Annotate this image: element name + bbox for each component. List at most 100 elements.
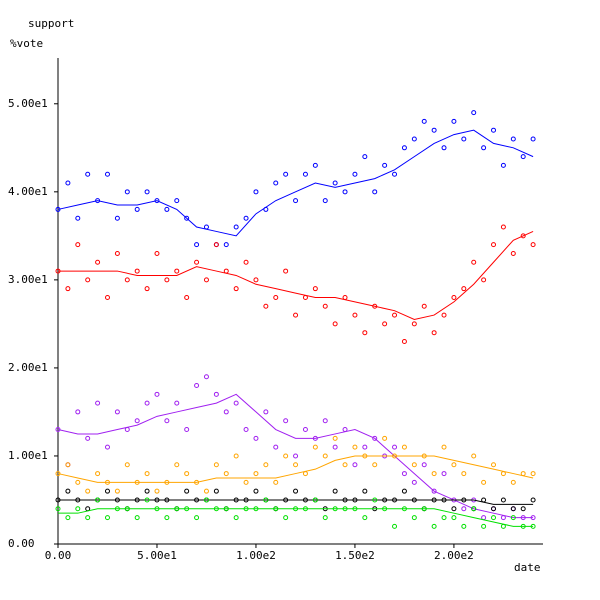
data-point	[144, 286, 150, 292]
smooth-line	[58, 508, 534, 527]
data-point	[134, 515, 140, 521]
data-point	[332, 435, 338, 441]
data-point	[530, 136, 536, 142]
data-point	[392, 312, 398, 318]
data-point	[75, 506, 81, 512]
data-point	[352, 312, 358, 318]
data-point	[481, 523, 487, 529]
data-point	[441, 312, 447, 318]
data-point	[174, 268, 180, 274]
data-point	[322, 303, 328, 309]
data-point	[154, 391, 160, 397]
data-point	[263, 462, 269, 468]
data-point	[283, 171, 289, 177]
data-point	[203, 277, 209, 283]
data-point	[500, 162, 506, 168]
data-point	[352, 444, 358, 450]
data-point	[65, 462, 71, 468]
smooth-line	[58, 230, 534, 321]
data-point	[263, 497, 269, 503]
data-point	[441, 145, 447, 151]
data-point	[223, 242, 229, 248]
data-point	[471, 110, 477, 116]
data-point	[332, 444, 338, 450]
data-point	[421, 303, 427, 309]
data-point	[431, 523, 437, 529]
smooth-line	[58, 499, 534, 505]
data-point	[392, 444, 398, 450]
data-point	[312, 162, 318, 168]
data-point	[184, 427, 190, 433]
data-point	[342, 462, 348, 468]
data-point	[500, 224, 506, 230]
data-point	[104, 444, 110, 450]
data-point	[332, 488, 338, 494]
data-point	[233, 515, 239, 521]
data-point	[293, 462, 299, 468]
data-point	[362, 154, 368, 160]
data-point	[520, 154, 526, 160]
data-point	[491, 127, 497, 133]
smooth-line	[57, 455, 534, 483]
data-point	[451, 118, 457, 124]
data-point	[233, 453, 239, 459]
data-point	[530, 471, 536, 477]
data-point	[441, 515, 447, 521]
data-point	[401, 145, 407, 151]
data-point	[372, 497, 378, 503]
y-tick-label: 5.00e1	[8, 97, 48, 110]
data-point	[104, 294, 110, 300]
data-point	[491, 506, 497, 512]
data-point	[481, 479, 487, 485]
data-point	[491, 462, 497, 468]
data-point	[223, 409, 229, 415]
x-tick-label: 0.00	[45, 549, 72, 562]
data-point	[65, 286, 71, 292]
data-point	[322, 515, 328, 521]
data-point	[342, 189, 348, 195]
x-axis-label: date	[514, 561, 541, 574]
data-point	[154, 250, 160, 256]
data-point	[362, 444, 368, 450]
data-point	[184, 215, 190, 221]
data-point	[461, 506, 467, 512]
data-point	[471, 453, 477, 459]
data-point	[253, 435, 259, 441]
data-point	[85, 277, 91, 283]
data-point	[104, 488, 110, 494]
data-point	[184, 471, 190, 477]
data-point	[114, 215, 120, 221]
data-point	[75, 479, 81, 485]
data-point	[124, 277, 130, 283]
data-point	[431, 127, 437, 133]
data-point	[144, 189, 150, 195]
data-point	[164, 515, 170, 521]
data-point	[510, 515, 516, 521]
data-point	[421, 462, 427, 468]
data-point	[451, 506, 457, 512]
data-point	[164, 418, 170, 424]
y-tick-label: 3.00e1	[8, 273, 48, 286]
data-point	[134, 418, 140, 424]
data-point	[95, 400, 101, 406]
data-point	[273, 180, 279, 186]
data-point	[75, 215, 81, 221]
data-point	[253, 471, 259, 477]
data-point	[174, 462, 180, 468]
data-point	[352, 462, 358, 468]
data-point	[372, 462, 378, 468]
data-point	[411, 321, 417, 327]
data-point	[95, 259, 101, 265]
data-point	[500, 497, 506, 503]
data-point	[233, 286, 239, 292]
data-point	[164, 277, 170, 283]
data-point	[411, 479, 417, 485]
y-tick-label: 4.00e1	[8, 185, 48, 198]
data-point	[332, 180, 338, 186]
data-point	[312, 286, 318, 292]
data-point	[362, 515, 368, 521]
data-point	[431, 330, 437, 336]
data-point	[451, 462, 457, 468]
data-point	[213, 391, 219, 397]
